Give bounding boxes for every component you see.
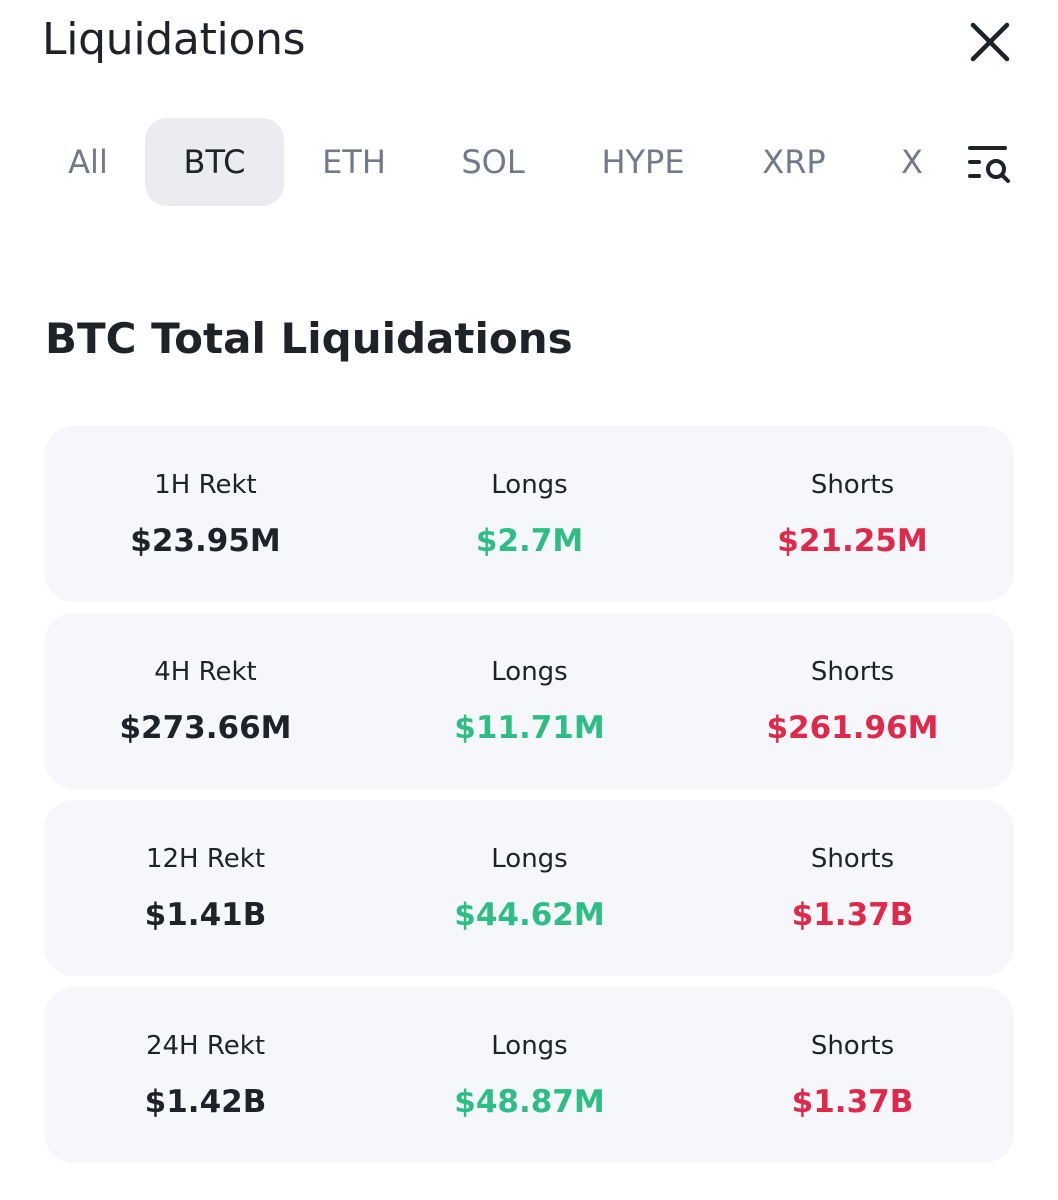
longs-value: $44.62M	[454, 897, 605, 933]
tab-sol[interactable]: SOL	[461, 143, 525, 181]
page-title: Liquidations	[42, 14, 306, 65]
tab-all[interactable]: All	[68, 143, 108, 181]
tab-eth[interactable]: ETH	[322, 143, 386, 181]
shorts-label: Shorts	[810, 844, 895, 874]
total-cell: 24H Rekt $1.42B	[44, 987, 367, 1163]
tab-btc[interactable]: BTC	[145, 118, 284, 206]
shorts-label: Shorts	[810, 470, 895, 500]
period-label: 12H Rekt	[145, 844, 266, 874]
liquidation-card-24h: 24H Rekt $1.42B Longs $48.87M Shorts $1.…	[44, 987, 1014, 1163]
total-value: $23.95M	[130, 523, 281, 559]
liquidation-card-1h: 1H Rekt $23.95M Longs $2.7M Shorts $21.2…	[44, 426, 1014, 602]
section-title: BTC Total Liquidations	[45, 314, 573, 363]
shorts-cell: Shorts $21.25M	[691, 426, 1014, 602]
liquidation-card-12h: 12H Rekt $1.41B Longs $44.62M Shorts $1.…	[44, 800, 1014, 976]
total-value: $1.42B	[144, 1084, 267, 1120]
longs-label: Longs	[491, 470, 568, 500]
close-button[interactable]	[962, 14, 1018, 70]
longs-cell: Longs $48.87M	[368, 987, 691, 1163]
total-cell: 4H Rekt $273.66M	[44, 613, 367, 789]
longs-cell: Longs $2.7M	[368, 426, 691, 602]
filter-search-button[interactable]	[962, 138, 1018, 188]
longs-cell: Longs $44.62M	[368, 800, 691, 976]
shorts-value: $261.96M	[766, 710, 939, 746]
longs-value: $48.87M	[454, 1084, 605, 1120]
liquidation-card-4h: 4H Rekt $273.66M Longs $11.71M Shorts $2…	[44, 613, 1014, 789]
coin-tabs: All BTC ETH SOL HYPE XRP X	[0, 118, 1058, 206]
total-value: $1.41B	[144, 897, 267, 933]
shorts-label: Shorts	[810, 1031, 895, 1061]
shorts-cell: Shorts $261.96M	[691, 613, 1014, 789]
close-icon	[970, 22, 1010, 62]
longs-value: $2.7M	[475, 523, 584, 559]
tab-xrp[interactable]: XRP	[762, 143, 826, 181]
shorts-cell: Shorts $1.37B	[691, 800, 1014, 976]
shorts-cell: Shorts $1.37B	[691, 987, 1014, 1163]
longs-label: Longs	[491, 657, 568, 687]
longs-cell: Longs $11.71M	[368, 613, 691, 789]
shorts-value: $1.37B	[791, 897, 914, 933]
shorts-value: $21.25M	[777, 523, 928, 559]
shorts-label: Shorts	[810, 657, 895, 687]
total-value: $273.66M	[119, 710, 292, 746]
period-label: 1H Rekt	[154, 470, 257, 500]
total-cell: 1H Rekt $23.95M	[44, 426, 367, 602]
longs-label: Longs	[491, 844, 568, 874]
period-label: 4H Rekt	[154, 657, 257, 687]
longs-value: $11.71M	[454, 710, 605, 746]
shorts-value: $1.37B	[791, 1084, 914, 1120]
tab-hype[interactable]: HYPE	[601, 143, 685, 181]
period-label: 24H Rekt	[145, 1031, 266, 1061]
filter-search-icon	[968, 146, 1010, 183]
total-cell: 12H Rekt $1.41B	[44, 800, 367, 976]
longs-label: Longs	[491, 1031, 568, 1061]
tab-x[interactable]: X	[901, 143, 923, 181]
